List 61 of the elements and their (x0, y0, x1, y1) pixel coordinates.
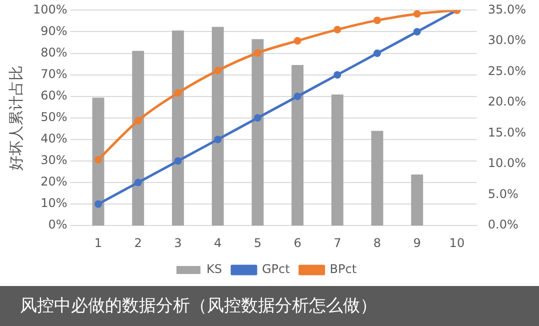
bar (371, 130, 384, 226)
point (214, 136, 222, 144)
legend-label: KS (206, 262, 222, 276)
point (373, 50, 381, 58)
y-tick-label: 100% (32, 2, 68, 16)
point (413, 28, 421, 36)
legend-label: GPct (262, 262, 290, 276)
point (294, 37, 302, 45)
y2-tick-label: 10.0% (488, 156, 526, 170)
y2-tick-label: 30.0% (488, 33, 526, 48)
y-tick-label: 80% (40, 45, 68, 60)
x-tick-label: 8 (373, 236, 382, 250)
x-tick-label: 5 (254, 236, 262, 250)
x-tick-label: 10 (449, 236, 465, 250)
x-tick-label: 6 (294, 236, 302, 250)
x-tick-label: 4 (214, 236, 222, 250)
point (174, 157, 182, 165)
y-tick-label: 30% (40, 153, 68, 168)
point (334, 71, 342, 79)
legend-label: BPct (330, 262, 357, 276)
y2-tick-label: 25.0% (488, 64, 526, 78)
x-tick-label: 1 (94, 236, 102, 250)
point (413, 10, 421, 18)
point (214, 66, 222, 74)
y2-tick-label: 20.0% (488, 94, 526, 109)
bar (411, 174, 424, 226)
point (94, 200, 102, 208)
bar (132, 50, 144, 226)
y-tick-label: 70% (40, 66, 68, 81)
y2-tick-label: 0.0% (488, 218, 518, 232)
bar (92, 98, 104, 226)
bar (292, 64, 304, 226)
point (254, 114, 262, 122)
bar (172, 30, 184, 226)
x-tick-label: 2 (134, 236, 142, 250)
y2-tick-label: 15.0% (488, 125, 526, 140)
bar (212, 26, 224, 226)
point (294, 92, 302, 100)
y-tick-label: 90% (40, 24, 68, 38)
bar (252, 39, 264, 226)
y-axis-title: 好坏人累计占比 (6, 65, 25, 170)
x-tick-label: 3 (174, 236, 182, 250)
x-tick-label: 9 (413, 236, 421, 250)
y2-tick-label: 35.0% (488, 2, 526, 16)
x-tick-label: 7 (334, 236, 342, 250)
bar (331, 94, 344, 226)
y-tick-label: 10% (40, 196, 68, 210)
point (254, 49, 262, 57)
y2-tick-label: 5.0% (488, 186, 518, 201)
y-tick-label: 0% (48, 218, 68, 232)
y-tick-label: 20% (40, 174, 68, 189)
point (174, 89, 182, 97)
point (134, 178, 142, 186)
text: 风控中必做的数据分析（风控数据分析怎么做） (0, 286, 539, 326)
y-tick-label: 60% (40, 88, 68, 102)
y-tick-label: 50% (40, 110, 68, 124)
point (94, 156, 102, 164)
point (373, 16, 381, 24)
point (334, 26, 342, 34)
y-tick-label: 40% (40, 132, 68, 146)
point (134, 116, 142, 124)
